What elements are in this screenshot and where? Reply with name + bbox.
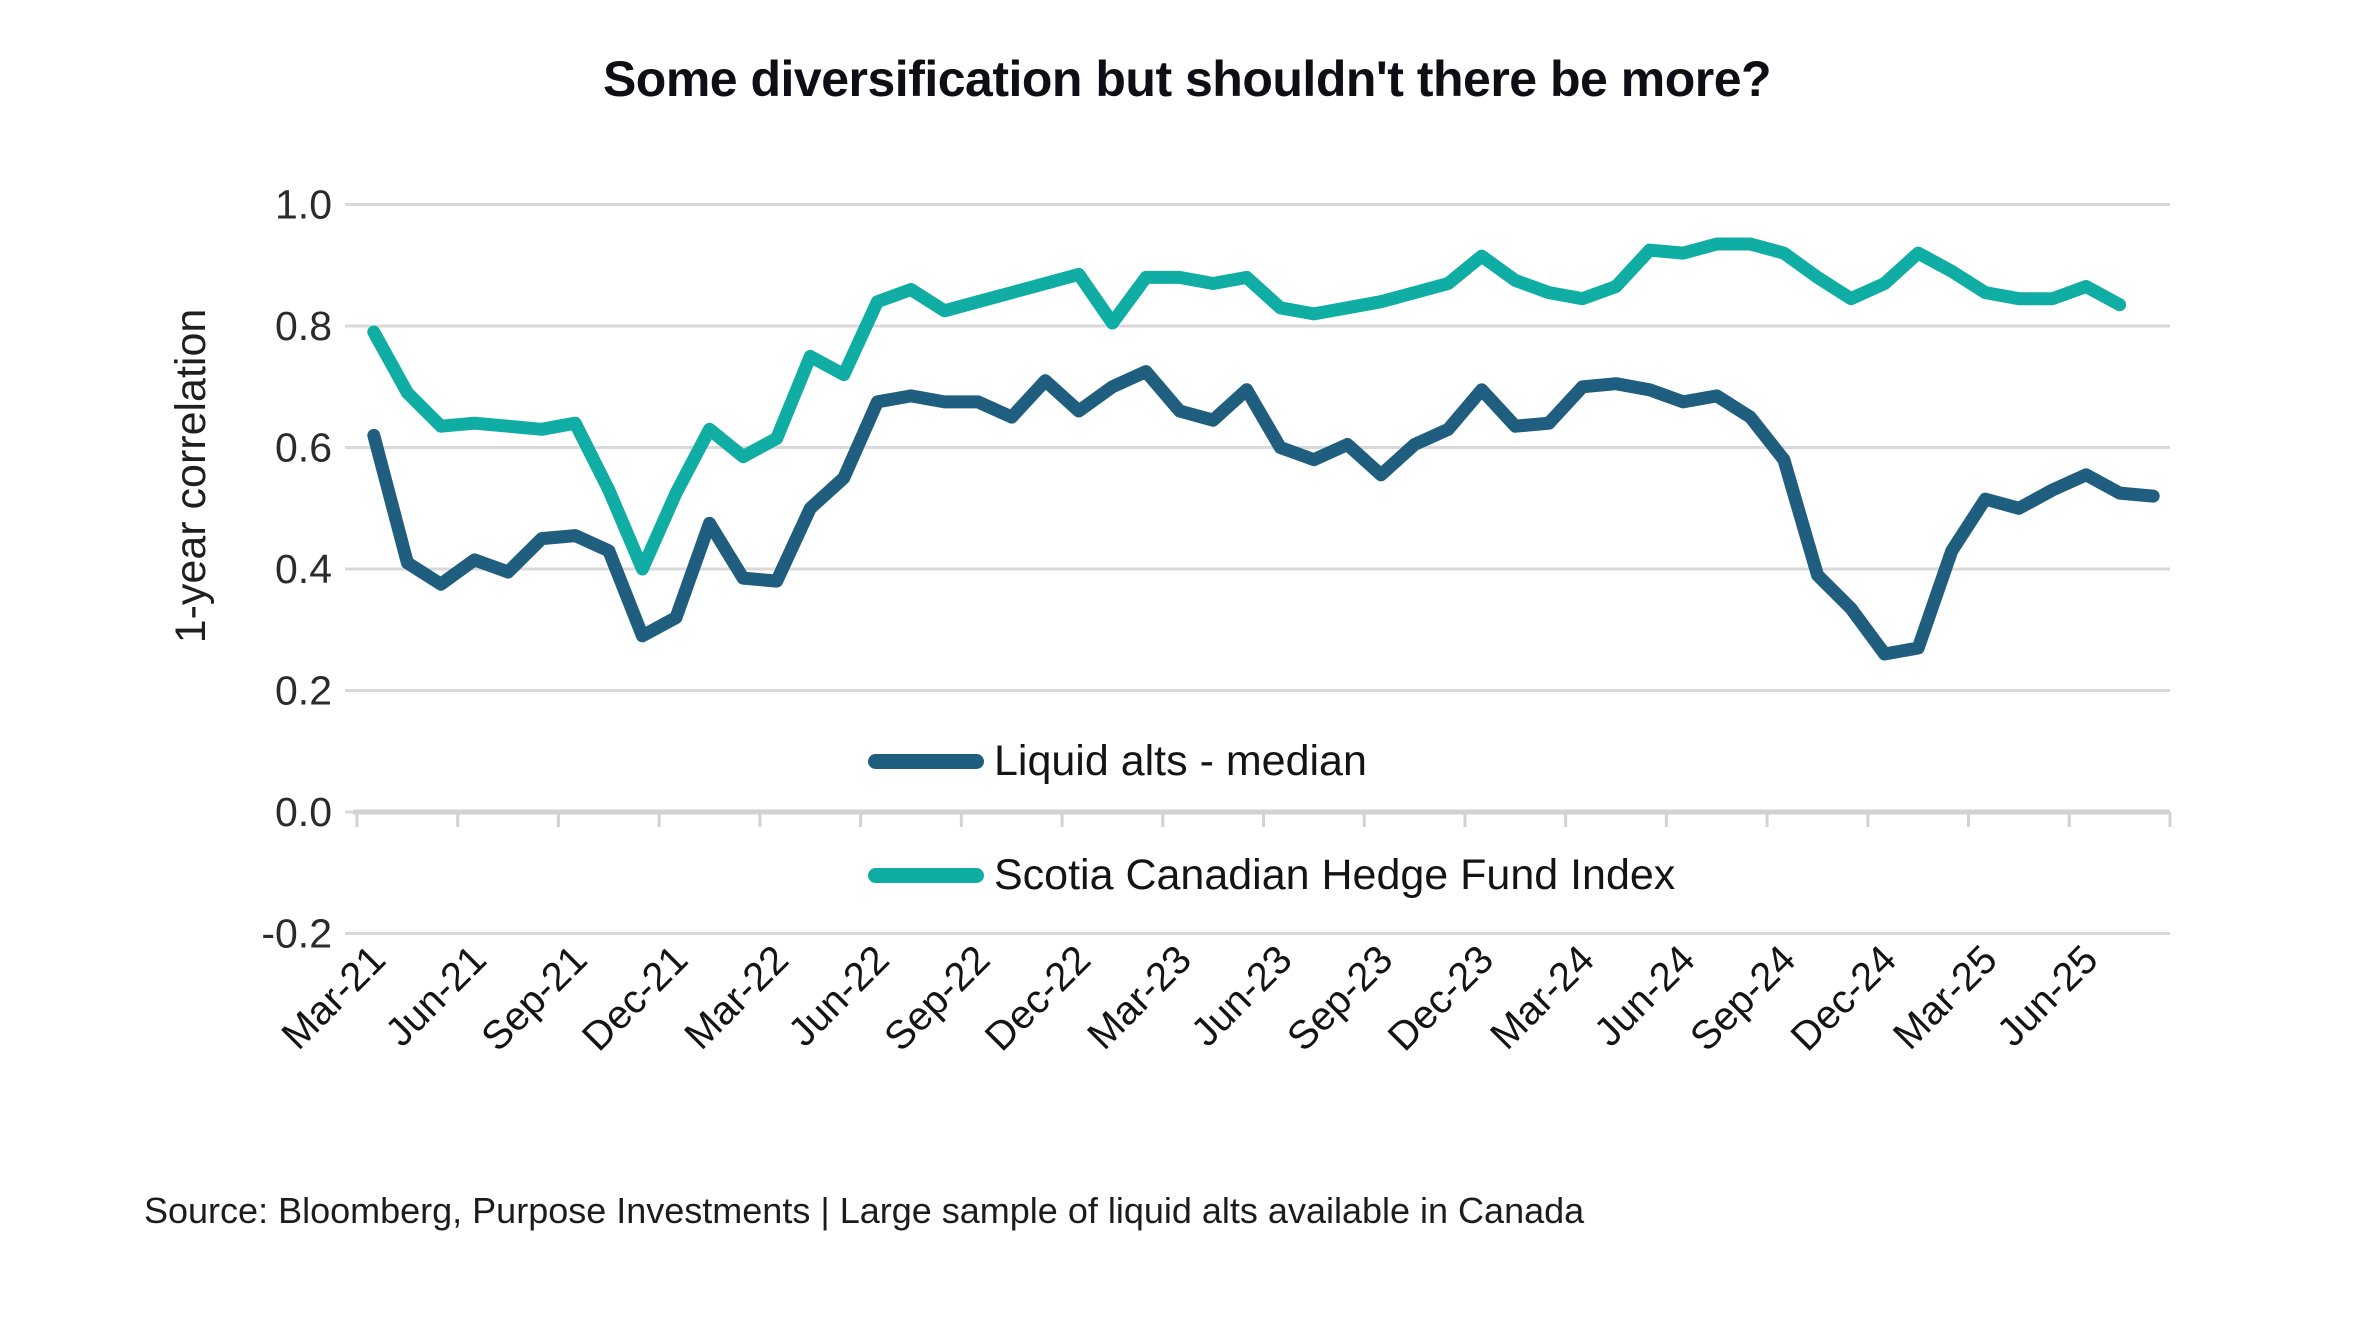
x-tick-label: Mar-22 [676, 937, 797, 1058]
x-tick-label: Sep-22 [876, 937, 998, 1059]
legend-item-scotia: Scotia Canadian Hedge Fund Index [868, 851, 1675, 900]
x-tick-label: Jun-22 [780, 937, 898, 1055]
y-tick-label: 0.2 [275, 668, 332, 714]
y-tick-label: 1.0 [275, 182, 332, 228]
x-tick-label: Jun-21 [377, 937, 495, 1055]
x-tick-label: Sep-23 [1279, 937, 1401, 1059]
legend-swatch-scotia [868, 868, 984, 883]
x-tick-label: Sep-24 [1682, 937, 1804, 1059]
x-tick-label: Jun-25 [1989, 937, 2107, 1055]
legend-label-liquid-alts: Liquid alts - median [994, 737, 1367, 785]
y-tick-label: 0.6 [275, 425, 332, 471]
series-line-scotia-hedge-fund-index [367, 237, 2127, 576]
y-tick-label: 0.4 [275, 546, 332, 592]
y-tick-label: 0.8 [275, 303, 332, 349]
x-tick-label: Sep-21 [473, 937, 595, 1059]
chart-title: Some diversification but shouldn't there… [602, 51, 1772, 107]
y-tick-label: -0.2 [261, 911, 332, 957]
x-tick-label: Dec-21 [574, 937, 696, 1059]
x-tick-label: Dec-24 [1783, 937, 1905, 1059]
series-line-liquid-alts-median [367, 365, 2160, 661]
x-tick-label: Jun-24 [1586, 937, 1704, 1055]
legend-swatch-liquid-alts [868, 754, 984, 769]
x-tick-label: Dec-22 [977, 937, 1099, 1059]
legend-label-scotia: Scotia Canadian Hedge Fund Index [994, 851, 1676, 899]
y-tick-label: 0.0 [275, 789, 332, 835]
x-tick-label: Dec-23 [1380, 937, 1502, 1059]
x-tick-label: Mar-25 [1885, 937, 2006, 1058]
source-note: Source: Bloomberg, Purpose Investments |… [144, 1190, 1585, 1231]
x-tick-label: Jun-23 [1183, 937, 1301, 1055]
x-tick-label: Mar-24 [1482, 937, 1603, 1058]
x-tick-label: Mar-23 [1079, 937, 1200, 1058]
legend-item-liquid-alts: Liquid alts - median [868, 737, 1367, 786]
